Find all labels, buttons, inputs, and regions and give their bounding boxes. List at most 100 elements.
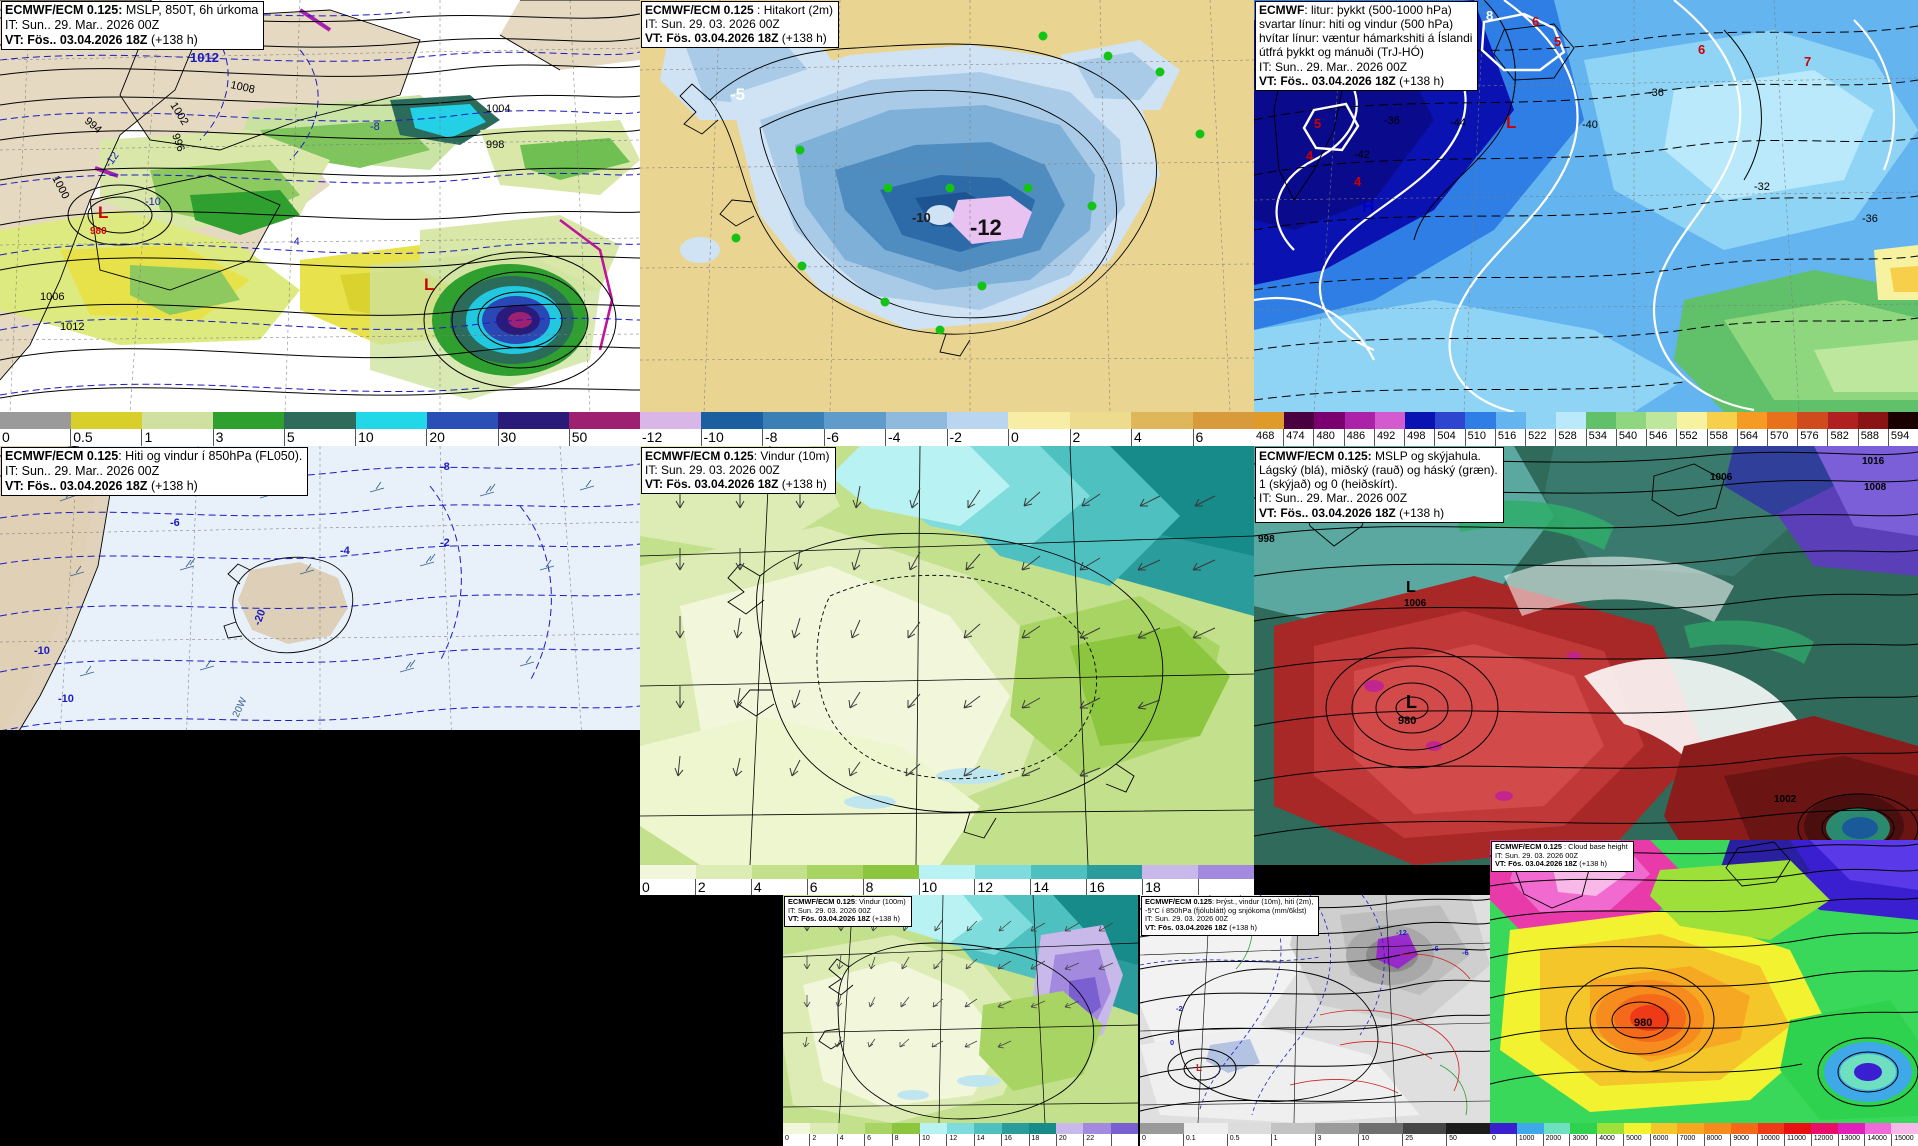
tick-label: 558 — [1706, 429, 1737, 446]
swatch — [1446, 1123, 1490, 1134]
swatch — [1737, 412, 1768, 429]
tick-label — [1110, 1134, 1138, 1146]
swatch — [885, 412, 948, 429]
swatch — [1706, 412, 1737, 429]
tick-label: 4 — [1131, 429, 1193, 446]
map-wind-10m[interactable] — [640, 446, 1254, 865]
tick-label: 12 — [946, 1134, 973, 1146]
swatch — [1131, 412, 1193, 429]
panel-mslp-cloud-cover[interactable]: 1006 1016 1008 998 1002 992 1012 L 1006 … — [1254, 446, 1918, 865]
map-thickness[interactable]: 8 6 5 6 7 5 4 4 -36 -40 -42 -44 -38 -36 … — [1254, 0, 1918, 412]
colorbar-wind-100m: 0 2 4 6 8 10 12 14 16 18 20 22 — [783, 1123, 1139, 1146]
panel-mslp-850t-precip[interactable]: 1012 1008 1002 996 994 1000 1006 1012 10… — [0, 0, 640, 412]
caption-line3: hvítar línur: væntur hámarkshiti á Íslan… — [1259, 31, 1473, 46]
caption-lead: (+138 h) — [781, 31, 827, 46]
tick-label: 8 — [862, 879, 919, 895]
isobar-label: 1008 — [229, 79, 255, 96]
swatch — [1404, 412, 1436, 429]
caption-model: ECMWF/ECM 0.125 — [1495, 842, 1562, 851]
caption-subject: : litur: þykkt (500-1000 hPa) — [1304, 3, 1452, 17]
low-center-label: L — [1406, 692, 1417, 712]
panel-thickness-500-1000[interactable]: 8 6 5 6 7 5 4 4 -36 -40 -42 -44 -38 -36 … — [1254, 0, 1918, 412]
map-cloud-base[interactable]: 980 — [1490, 840, 1918, 1123]
panel-cloud-base-height[interactable]: 980 ECMWF/ECM 0.125 : Cloud base height … — [1490, 840, 1918, 1123]
caption-lead: (+138 h) — [1399, 505, 1445, 520]
swatch — [810, 1123, 838, 1134]
tick-label: 498 — [1404, 429, 1434, 446]
caption-lead: (+138 h) — [1579, 859, 1607, 869]
tick-label: 3000 — [1569, 1134, 1596, 1146]
panel-wind-100m[interactable]: ECMWF/ECM 0.125: Vindur (100m) IT: Sun. … — [783, 895, 1138, 1123]
swatch — [1543, 1123, 1571, 1134]
colorbar-thickness: 468 474 480 486 492 498 504 510 516 522 … — [1254, 412, 1918, 446]
panel-pressure-wind-temp-snow[interactable]: -12 -6 -6 -2 0 L ECMWF/ECM 0.125: Þrýst.… — [1140, 895, 1490, 1123]
tick-label: 18 — [1028, 1134, 1056, 1146]
swatch — [1140, 1123, 1184, 1134]
tick-label: 6 — [864, 1134, 891, 1146]
tick-label: 594 — [1887, 429, 1918, 446]
caption-lead: (+138 h) — [872, 914, 900, 924]
caption-valid: VT: Fös. 03.04.2026 18Z — [1145, 923, 1228, 933]
swatch — [1623, 1123, 1651, 1134]
isotherm-label: -20 — [252, 608, 269, 627]
swatch — [1435, 412, 1466, 429]
swatch — [1110, 1123, 1139, 1134]
tick-label: 576 — [1797, 429, 1827, 446]
swatch — [695, 865, 752, 879]
swatch — [1887, 412, 1918, 429]
caption-model: ECMWF/ECM 0.125: — [5, 3, 123, 17]
isobar-label: 998 — [486, 139, 504, 151]
temp500-label: -44 — [1450, 117, 1466, 129]
caption-lead: (+138 h) — [1399, 73, 1445, 88]
swatch — [1465, 412, 1496, 429]
map-canvas — [640, 446, 1254, 865]
tick-label: 3 — [212, 429, 284, 446]
tick-label: 504 — [1434, 429, 1464, 446]
caption-model: ECMWF/ECM 0.125 — [645, 449, 754, 463]
tick-label: 10 — [918, 1134, 946, 1146]
swatch — [1857, 412, 1888, 429]
tick-label: 12 — [974, 879, 1030, 895]
tick-label: 20 — [426, 429, 497, 446]
temp-label: -2 — [1176, 1004, 1183, 1013]
swatch — [497, 412, 569, 429]
colorbar-temperature: -12 -10 -8 -6 -4 -2 0 2 4 6 — [640, 412, 1255, 446]
swatch — [1555, 412, 1587, 429]
caption-valid: VT: Fös.. 03.04.2026 18Z — [1259, 505, 1396, 520]
map-temperature-2m[interactable]: -5 -10 -12 — [640, 0, 1254, 412]
colorbar-precipitation: 0 0.5 1 3 5 10 20 30 50 — [0, 412, 640, 446]
colorbar-swatches — [1254, 412, 1918, 429]
low-center-label: L — [1406, 579, 1416, 596]
temp-label: -8 — [370, 121, 380, 133]
caption-subject: : Vindur (100m) — [854, 897, 906, 906]
swatch — [1254, 412, 1285, 429]
colorbar-wind-10m: 0 2 4 6 8 10 12 14 16 18 — [640, 865, 1254, 895]
isotherm-label: -6 — [170, 517, 180, 529]
swatch — [1086, 865, 1143, 879]
panel-caption-cloudbase: ECMWF/ECM 0.125 : Cloud base height IT: … — [1491, 841, 1634, 873]
isobar-label: 1012 — [60, 321, 84, 333]
map-wind-100m[interactable] — [783, 895, 1138, 1123]
caption-init: IT: Sun.. 29. Mar.. 2026 00Z — [5, 17, 160, 32]
tick-label: 564 — [1736, 429, 1767, 446]
low-center-label: L — [1196, 1063, 1202, 1074]
swatch — [1142, 865, 1199, 879]
caption-line3: 1 (skýjað) og 0 (heiðskírt). — [1259, 477, 1398, 492]
map-mslp-850t-precip[interactable]: 1012 1008 1002 996 994 1000 1006 1012 10… — [0, 0, 640, 412]
panel-temperature-2m[interactable]: -5 -10 -12 ECMWF/ECM 0.125 : Hitakort (2… — [640, 0, 1254, 412]
tick-label: 0 — [642, 879, 650, 895]
caption-lead: (+138 h) — [781, 477, 827, 492]
tick-label: 516 — [1494, 429, 1525, 446]
tick-label: 6 — [1192, 429, 1255, 446]
isobar-label: 1006 — [40, 291, 64, 303]
caption-valid: VT: Fös.. 03.04.2026 18Z — [1259, 73, 1396, 88]
caption-lead: (+138 h) — [150, 478, 198, 493]
tick-label: 50 — [1446, 1134, 1490, 1146]
tick-label: -6 — [823, 429, 886, 446]
panel-wind-10m[interactable]: ECMWF/ECM 0.125: Vindur (10m) IT: Sun. 2… — [640, 446, 1254, 865]
tick-label: 50 — [568, 429, 640, 446]
map-canvas: 1012 1008 1002 996 994 1000 1006 1012 10… — [0, 0, 640, 412]
low-center-value: 980 — [90, 226, 107, 237]
swatch — [1083, 1123, 1111, 1134]
swatch — [863, 865, 920, 879]
